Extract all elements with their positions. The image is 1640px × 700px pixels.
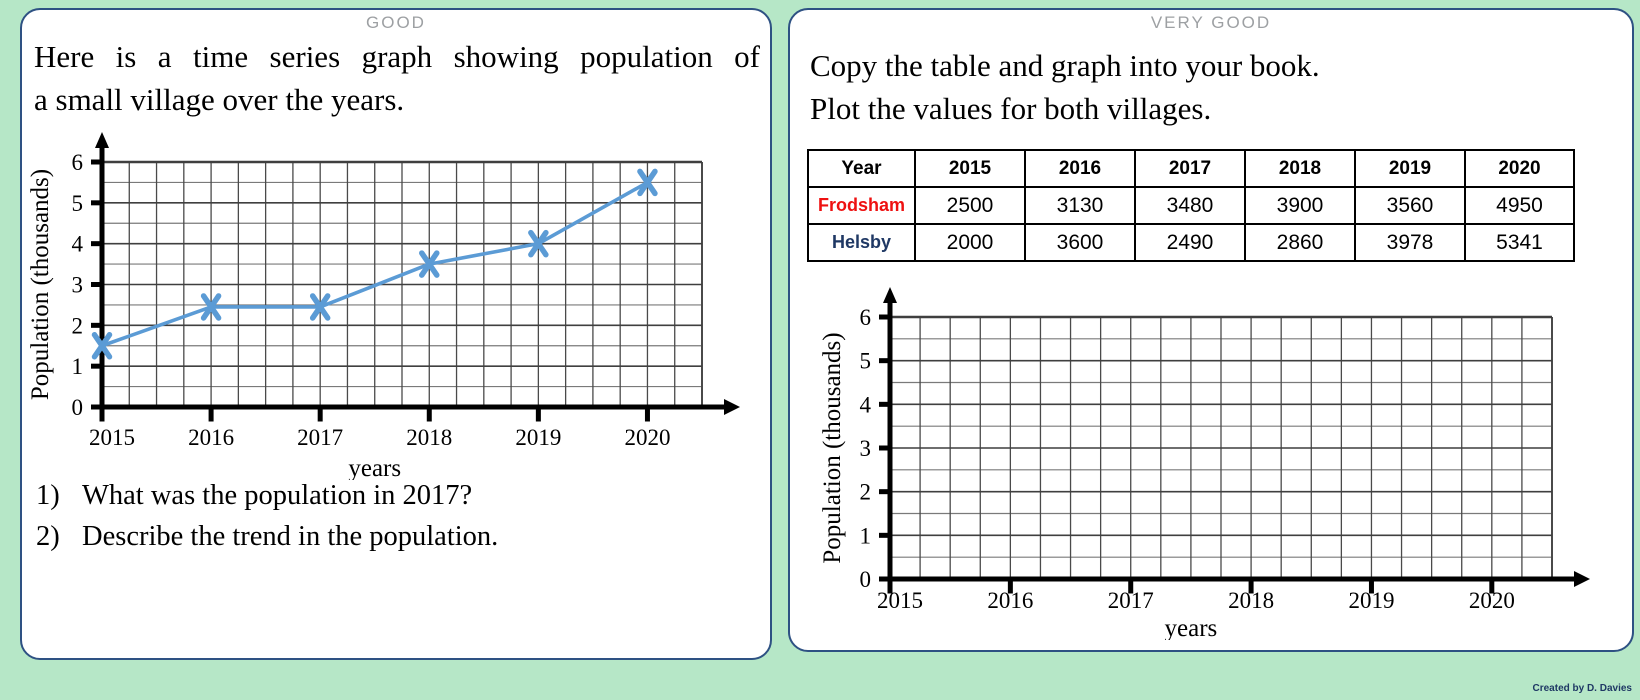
svg-text:3: 3 <box>72 273 84 298</box>
table-row-label: Helsby <box>807 223 916 262</box>
svg-text:2: 2 <box>72 313 84 338</box>
svg-text:1: 1 <box>72 354 84 379</box>
svg-text:2020: 2020 <box>1469 588 1515 613</box>
table-row: Helsby 2000 3600 2490 2860 3978 5341 <box>807 223 1575 262</box>
table-value-cell: 3560 <box>1354 186 1466 225</box>
credit: Created by D. Davies <box>1532 683 1633 694</box>
table-header-cell: 2016 <box>1024 149 1136 188</box>
svg-text:6: 6 <box>860 305 872 330</box>
svg-text:4: 4 <box>860 392 872 417</box>
question-number: 2) <box>36 521 60 552</box>
table-header-cell: 2019 <box>1354 149 1466 188</box>
questions-list: 1) What was the population in 2017? 2) Desc… <box>36 480 756 562</box>
question-item: 1) What was the population in 2017? <box>36 480 756 512</box>
left-panel: GOOD Here is a time series graph showing… <box>20 8 772 660</box>
table-header-cell: 2015 <box>914 149 1026 188</box>
table-header-cell: 2017 <box>1134 149 1246 188</box>
svg-text:0: 0 <box>72 395 84 420</box>
title-line: a small village over the years. <box>34 81 405 117</box>
svg-text:2019: 2019 <box>1348 588 1394 613</box>
svg-text:2018: 2018 <box>406 425 452 450</box>
title-line: Plot the values for both villages. <box>810 91 1212 127</box>
left-panel-badge: GOOD <box>366 13 426 32</box>
question-number: 1) <box>36 480 60 511</box>
table-header-cell: Year <box>807 149 916 188</box>
svg-text:2018: 2018 <box>1228 588 1274 613</box>
svg-text:Population (thousands): Population (thousands) <box>27 169 54 400</box>
table-value-cell: 2860 <box>1244 223 1356 262</box>
title-line: Copy the table and graph into your book. <box>810 48 1320 83</box>
svg-text:5: 5 <box>72 191 84 216</box>
table-value-cell: 3600 <box>1024 223 1136 262</box>
svg-text:2: 2 <box>860 480 872 505</box>
village-table: Year 2015 2016 2017 2018 2019 2020 Frodsham 2500… <box>807 149 1575 262</box>
title-line: Here is a time series graph showing popu… <box>34 39 760 74</box>
svg-text:2019: 2019 <box>515 425 561 450</box>
right-panel-title: Copy the table and graph into your book.… <box>810 44 1610 131</box>
question-text: Describe the trend in the population. <box>82 521 499 552</box>
svg-text:2015: 2015 <box>877 588 923 613</box>
table-row: Year 2015 2016 2017 2018 2019 2020 <box>807 149 1575 188</box>
table-row-label: Frodsham <box>807 186 916 225</box>
question-item: 2) Describe the trend in the population. <box>36 521 756 553</box>
table-value-cell: 3480 <box>1134 186 1246 225</box>
svg-text:2015: 2015 <box>89 425 135 450</box>
svg-text:3: 3 <box>860 436 872 461</box>
table-value-cell: 3900 <box>1244 186 1356 225</box>
svg-text:years: years <box>348 455 401 480</box>
svg-text:2017: 2017 <box>297 425 343 450</box>
svg-text:2020: 2020 <box>624 425 670 450</box>
left-panel-title: Here is a time series graph showing popu… <box>34 36 760 122</box>
empty-grid-chart: 0 1 2 3 4 5 6 2015 2016 2017 2018 2019 2020 years Popu… <box>820 287 1590 640</box>
svg-text:2016: 2016 <box>987 588 1033 613</box>
svg-text:2017: 2017 <box>1108 588 1154 613</box>
table-value-cell: 5341 <box>1464 223 1575 262</box>
svg-text:2016: 2016 <box>188 425 234 450</box>
svg-text:1: 1 <box>860 523 872 548</box>
table-value-cell: 3978 <box>1354 223 1466 262</box>
svg-text:4: 4 <box>72 232 84 257</box>
svg-text:5: 5 <box>860 349 872 374</box>
table-header-cell: 2020 <box>1464 149 1575 188</box>
table-row: Frodsham 2500 3130 3480 3900 3560 4950 <box>807 186 1575 225</box>
svg-text:Population (thousands): Population (thousands) <box>820 332 846 563</box>
table-value-cell: 2490 <box>1134 223 1246 262</box>
question-text: What was the population in 2017? <box>82 480 473 511</box>
table-value-cell: 4950 <box>1464 186 1575 225</box>
svg-text:years: years <box>1165 615 1218 640</box>
right-panel: VERY GOOD Copy the table and graph into … <box>788 8 1634 652</box>
svg-text:6: 6 <box>72 150 84 175</box>
table-value-cell: 3130 <box>1024 186 1136 225</box>
table-value-cell: 2000 <box>914 223 1026 262</box>
svg-text:0: 0 <box>860 567 872 592</box>
table-value-cell: 2500 <box>914 186 1026 225</box>
population-line-chart: 0 1 2 3 4 5 6 2015 2016 2017 2018 2019 2020 years Popu… <box>27 132 740 480</box>
right-panel-badge: VERY GOOD <box>1150 13 1272 32</box>
table-header-cell: 2018 <box>1244 149 1356 188</box>
